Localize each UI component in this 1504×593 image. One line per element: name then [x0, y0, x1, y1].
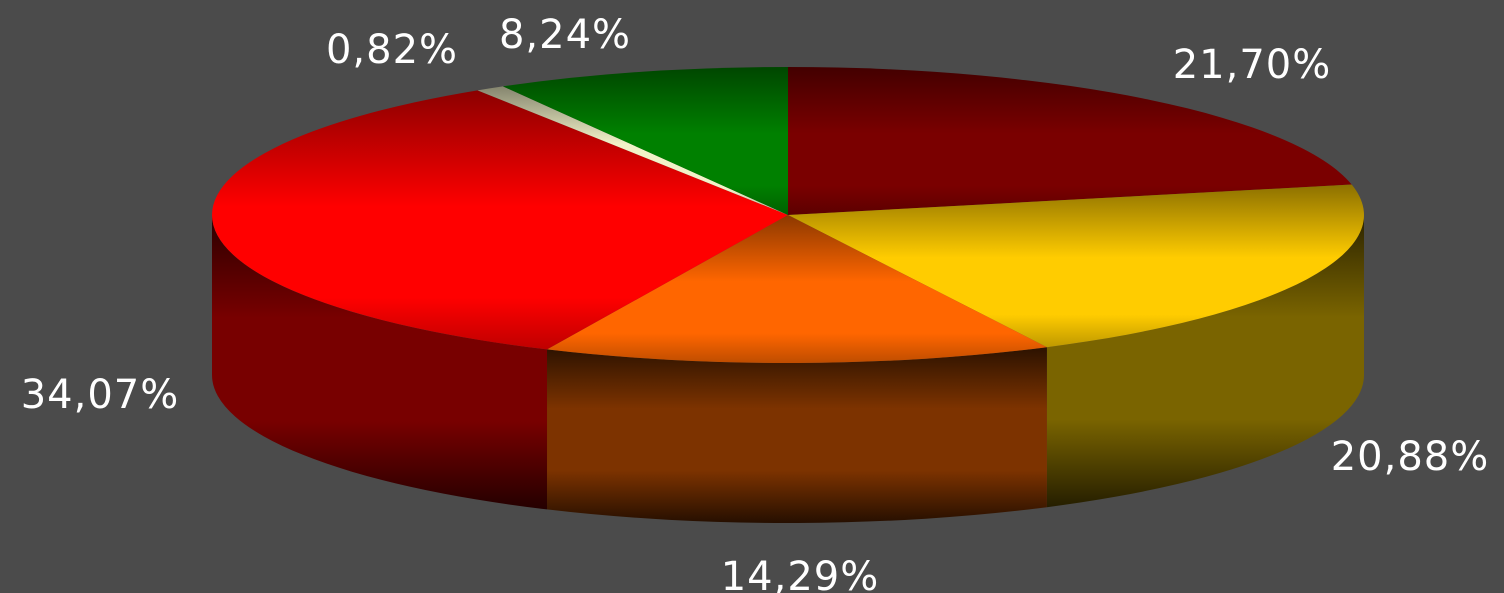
pie-slice [788, 67, 1352, 215]
pie-labels: 21,70% 20,88% 14,29% 34,07% 0,82% 8,24% [21, 12, 1490, 593]
pie-tops [212, 67, 1365, 364]
pie-slice-label: 0,82% [326, 27, 458, 73]
pie-slice-side [212, 215, 548, 510]
pie-slice [788, 184, 1365, 348]
pie-sides [212, 215, 1364, 523]
pie-slice [502, 67, 788, 215]
pie-slice [212, 90, 789, 350]
pie-slice-label: 21,70% [1173, 42, 1332, 88]
pie-slice [477, 86, 788, 215]
pie-slice-label: 14,29% [721, 554, 880, 593]
pie-slice-side [547, 347, 1047, 523]
pie-slice [547, 215, 1047, 364]
pie-slice-label: 20,88% [1331, 434, 1490, 480]
pie-slice-label: 34,07% [21, 372, 180, 418]
pie-slice-label: 8,24% [499, 12, 631, 58]
pie-slice-side [1046, 215, 1364, 508]
